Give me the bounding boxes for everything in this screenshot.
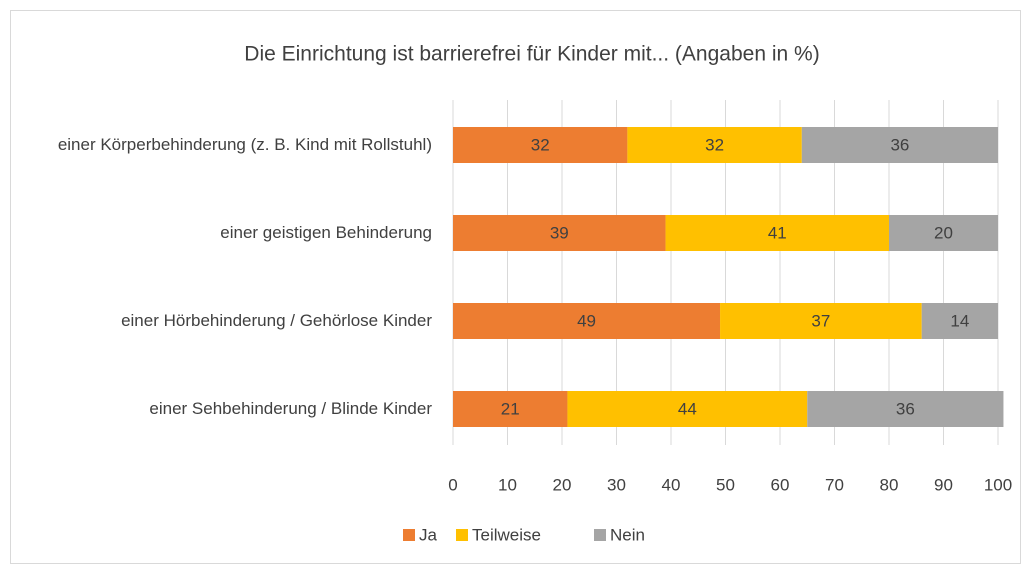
data-label: 37 (811, 311, 830, 330)
x-tick-label: 90 (934, 475, 953, 494)
data-label: 21 (501, 399, 520, 418)
bar (889, 215, 998, 251)
x-tick-label: 100 (984, 475, 1012, 494)
data-label: 32 (531, 135, 550, 154)
y-tick-label: einer Sehbehinderung / Blinde Kinder (149, 399, 432, 418)
chart-border (10, 10, 1021, 564)
x-tick-label: 50 (716, 475, 735, 494)
data-label: 41 (768, 223, 787, 242)
data-label: 36 (896, 399, 915, 418)
x-tick-label: 30 (607, 475, 626, 494)
bar (720, 303, 922, 339)
data-label: 32 (705, 135, 724, 154)
bar (801, 127, 998, 163)
legend-label: Ja (419, 525, 438, 544)
bar (807, 391, 1004, 427)
bar (627, 127, 802, 163)
bar (453, 303, 721, 339)
legend-swatch (594, 529, 606, 541)
legend-swatch (456, 529, 468, 541)
x-tick-label: 0 (448, 475, 457, 494)
bar (453, 391, 568, 427)
x-tick-label: 70 (825, 475, 844, 494)
bar (453, 127, 628, 163)
data-label: 20 (934, 223, 953, 242)
bar (453, 215, 666, 251)
x-tick-label: 10 (498, 475, 517, 494)
y-tick-label: einer geistigen Behinderung (220, 223, 432, 242)
legend-label: Nein (610, 525, 645, 544)
x-tick-label: 60 (771, 475, 790, 494)
bar (567, 391, 808, 427)
data-label: 36 (890, 135, 909, 154)
x-tick-label: 40 (662, 475, 681, 494)
data-label: 14 (950, 311, 969, 330)
data-label: 44 (678, 399, 697, 418)
data-label: 39 (550, 223, 569, 242)
chart-title: Die Einrichtung ist barrierefrei für Kin… (244, 43, 819, 66)
x-tick-label: 80 (880, 475, 899, 494)
bar (665, 215, 889, 251)
x-tick-label: 20 (553, 475, 572, 494)
data-label: 49 (577, 311, 596, 330)
y-tick-label: einer Hörbehinderung / Gehörlose Kinder (121, 311, 432, 330)
bar (921, 303, 998, 339)
legend-swatch (403, 529, 415, 541)
legend-label: Teilweise (472, 525, 541, 544)
y-tick-label: einer Körperbehinderung (z. B. Kind mit … (57, 135, 432, 154)
